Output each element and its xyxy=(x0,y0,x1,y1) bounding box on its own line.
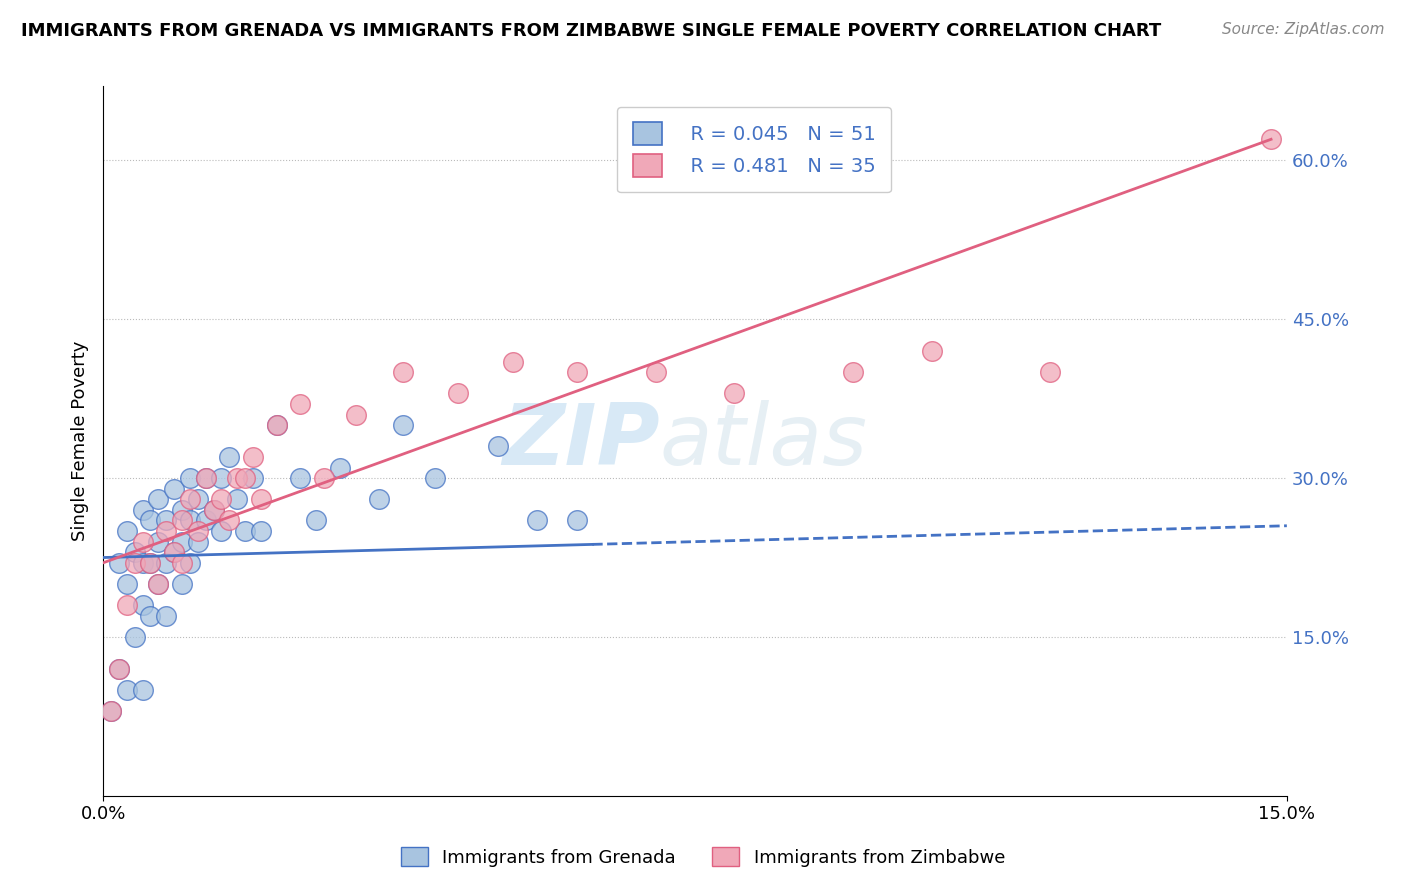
Point xyxy=(447,386,470,401)
Point xyxy=(290,397,312,411)
Y-axis label: Single Female Poverty: Single Female Poverty xyxy=(72,341,89,541)
Point xyxy=(565,365,588,379)
Point xyxy=(139,556,162,570)
Point xyxy=(155,513,177,527)
Legend:   R = 0.045   N = 51,   R = 0.481   N = 35: R = 0.045 N = 51, R = 0.481 N = 35 xyxy=(617,107,891,193)
Point xyxy=(139,513,162,527)
Point xyxy=(305,513,328,527)
Point xyxy=(163,545,186,559)
Point xyxy=(218,513,240,527)
Point xyxy=(194,471,217,485)
Point xyxy=(644,365,666,379)
Point xyxy=(115,524,138,538)
Point xyxy=(148,534,170,549)
Point xyxy=(202,503,225,517)
Point xyxy=(170,534,193,549)
Point xyxy=(115,577,138,591)
Point xyxy=(139,556,162,570)
Point xyxy=(115,682,138,697)
Point xyxy=(170,513,193,527)
Point xyxy=(392,418,415,433)
Point xyxy=(226,471,249,485)
Point xyxy=(131,682,153,697)
Point xyxy=(233,471,256,485)
Point xyxy=(723,386,745,401)
Point xyxy=(290,471,312,485)
Point xyxy=(344,408,367,422)
Point xyxy=(211,471,233,485)
Point xyxy=(211,524,233,538)
Point xyxy=(108,662,131,676)
Point xyxy=(502,354,524,368)
Point xyxy=(266,418,288,433)
Point xyxy=(266,418,288,433)
Point xyxy=(139,608,162,623)
Point xyxy=(131,503,153,517)
Point xyxy=(486,439,509,453)
Point xyxy=(242,471,264,485)
Text: atlas: atlas xyxy=(659,400,868,483)
Point xyxy=(163,545,186,559)
Point xyxy=(1039,365,1062,379)
Point xyxy=(124,556,146,570)
Point xyxy=(131,534,153,549)
Point xyxy=(124,545,146,559)
Point xyxy=(179,556,201,570)
Point xyxy=(242,450,264,464)
Point xyxy=(314,471,336,485)
Point xyxy=(148,577,170,591)
Point xyxy=(108,556,131,570)
Point xyxy=(155,524,177,538)
Point xyxy=(100,704,122,718)
Point xyxy=(170,577,193,591)
Point xyxy=(148,577,170,591)
Point xyxy=(211,492,233,507)
Point xyxy=(250,492,273,507)
Point xyxy=(179,513,201,527)
Point xyxy=(187,492,209,507)
Point xyxy=(392,365,415,379)
Point xyxy=(155,608,177,623)
Point xyxy=(233,524,256,538)
Point xyxy=(187,534,209,549)
Point xyxy=(565,513,588,527)
Point xyxy=(131,556,153,570)
Point xyxy=(218,450,240,464)
Point xyxy=(921,344,943,359)
Point xyxy=(163,482,186,496)
Legend: Immigrants from Grenada, Immigrants from Zimbabwe: Immigrants from Grenada, Immigrants from… xyxy=(394,840,1012,874)
Point xyxy=(170,503,193,517)
Point xyxy=(202,503,225,517)
Point xyxy=(194,471,217,485)
Point xyxy=(187,524,209,538)
Point xyxy=(179,471,201,485)
Point xyxy=(124,630,146,644)
Point xyxy=(170,556,193,570)
Point xyxy=(423,471,446,485)
Text: Source: ZipAtlas.com: Source: ZipAtlas.com xyxy=(1222,22,1385,37)
Text: ZIP: ZIP xyxy=(502,400,659,483)
Point xyxy=(368,492,391,507)
Point xyxy=(250,524,273,538)
Point xyxy=(226,492,249,507)
Point xyxy=(115,598,138,612)
Point xyxy=(108,662,131,676)
Point xyxy=(148,492,170,507)
Point xyxy=(155,556,177,570)
Point xyxy=(131,598,153,612)
Point xyxy=(842,365,865,379)
Point xyxy=(179,492,201,507)
Point xyxy=(526,513,548,527)
Point xyxy=(100,704,122,718)
Text: IMMIGRANTS FROM GRENADA VS IMMIGRANTS FROM ZIMBABWE SINGLE FEMALE POVERTY CORREL: IMMIGRANTS FROM GRENADA VS IMMIGRANTS FR… xyxy=(21,22,1161,40)
Point xyxy=(329,460,352,475)
Point xyxy=(1260,132,1282,146)
Point xyxy=(194,513,217,527)
